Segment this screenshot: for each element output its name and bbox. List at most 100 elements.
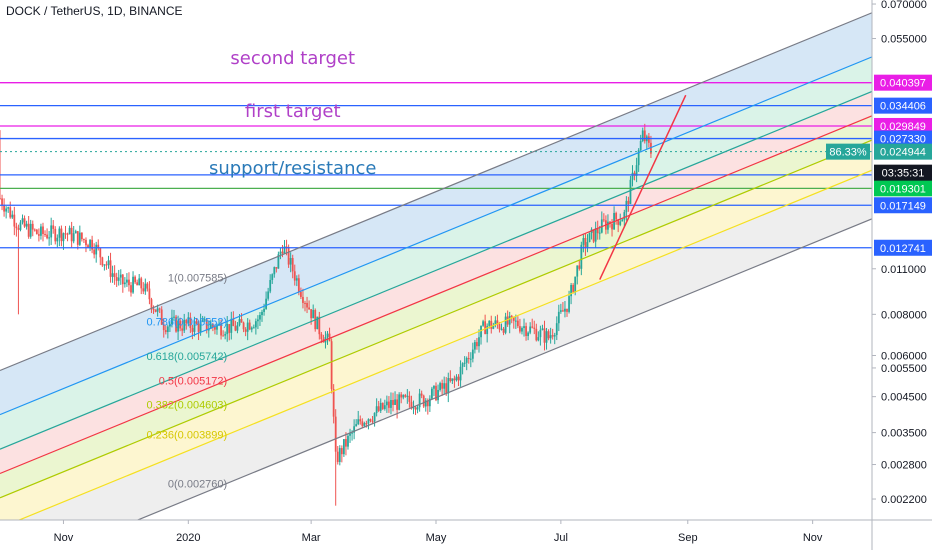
candle-body: [439, 383, 441, 390]
fib-line-3: [0, 115, 872, 475]
candle: [242, 321, 245, 333]
candle: [250, 326, 253, 333]
candle: [527, 331, 530, 341]
candle: [62, 232, 65, 250]
candle-body: [400, 394, 403, 398]
candle-body: [340, 448, 343, 455]
candle-body: [111, 273, 114, 277]
candle: [494, 316, 497, 328]
level-badge-1: 0.034406: [874, 97, 932, 114]
candle-body: [179, 320, 182, 329]
candle-body: [222, 335, 225, 337]
candle-body: [428, 398, 431, 407]
candle: [500, 323, 503, 331]
candle-body: [295, 278, 298, 281]
candle-body: [232, 318, 235, 327]
candle-body: [220, 323, 222, 336]
candle-body: [551, 335, 554, 337]
candle: [267, 287, 270, 301]
candle-body: [516, 320, 519, 327]
candle: [228, 324, 231, 341]
candle-body: [291, 258, 294, 272]
candle: [23, 215, 26, 228]
candle-body: [40, 226, 42, 236]
candle-body: [392, 399, 394, 405]
candle-body: [123, 282, 126, 285]
candle-body: [549, 335, 552, 339]
candle: [433, 385, 435, 396]
percent-badge-bg: [826, 143, 870, 160]
candle-body: [521, 328, 523, 332]
candle: [101, 256, 104, 267]
candle-body: [588, 232, 591, 243]
candle: [566, 308, 568, 317]
candle: [459, 360, 462, 387]
candle-body: [596, 228, 599, 234]
candle: [87, 243, 89, 248]
candle: [437, 384, 439, 404]
candle-body: [17, 228, 20, 230]
candle: [336, 446, 339, 465]
candle-body: [406, 395, 409, 397]
candle-body: [357, 419, 360, 425]
candle-body: [650, 142, 652, 154]
candle: [457, 374, 460, 387]
candle: [181, 320, 184, 337]
candle: [512, 316, 515, 329]
candle-body: [248, 322, 251, 330]
candle-body: [435, 385, 437, 401]
candle: [105, 261, 108, 270]
current-price-badge-text: 0.024944: [880, 147, 926, 159]
candle: [396, 394, 399, 419]
candle-body: [189, 317, 192, 328]
candle: [17, 224, 20, 315]
candle: [557, 304, 560, 332]
candle: [480, 325, 482, 345]
candle-body: [308, 307, 310, 310]
candle: [254, 318, 257, 335]
candle: [443, 376, 446, 395]
level-badge-1-bg: [874, 97, 932, 114]
candle: [162, 318, 165, 338]
candle: [19, 220, 22, 232]
candle: [596, 220, 599, 240]
candle-body: [7, 207, 10, 209]
y-tick-label-8: 0.002800: [881, 460, 927, 472]
candle-body: [418, 393, 421, 408]
candle: [46, 228, 48, 240]
y-tick-label-9: 0.002200: [881, 494, 927, 506]
candle-body: [257, 319, 259, 322]
candle: [431, 386, 433, 400]
candle-body: [27, 223, 30, 237]
candle-body: [465, 358, 468, 363]
candle: [357, 410, 360, 426]
candle: [302, 288, 304, 309]
candle: [68, 225, 71, 235]
candle: [117, 269, 120, 286]
candle-body: [320, 334, 323, 340]
candle-body: [11, 214, 14, 218]
candle: [414, 405, 417, 415]
candle-body: [514, 320, 517, 322]
candle-body: [211, 324, 214, 327]
candle: [240, 313, 243, 323]
candle: [381, 402, 384, 411]
candle-body: [543, 328, 546, 343]
candle: [641, 127, 644, 143]
candle: [551, 328, 554, 340]
level-badge-0-text: 0.040397: [880, 78, 926, 90]
candle-body: [586, 242, 589, 248]
candle: [508, 311, 511, 334]
candle-body: [142, 288, 145, 292]
candle-body: [95, 244, 98, 255]
candle-body: [46, 234, 48, 239]
candle: [29, 219, 32, 239]
candle: [224, 331, 227, 340]
candle-body: [128, 279, 130, 286]
candle: [158, 307, 161, 314]
candle-body: [52, 225, 55, 229]
candle-body: [216, 325, 218, 330]
candle: [259, 312, 261, 327]
